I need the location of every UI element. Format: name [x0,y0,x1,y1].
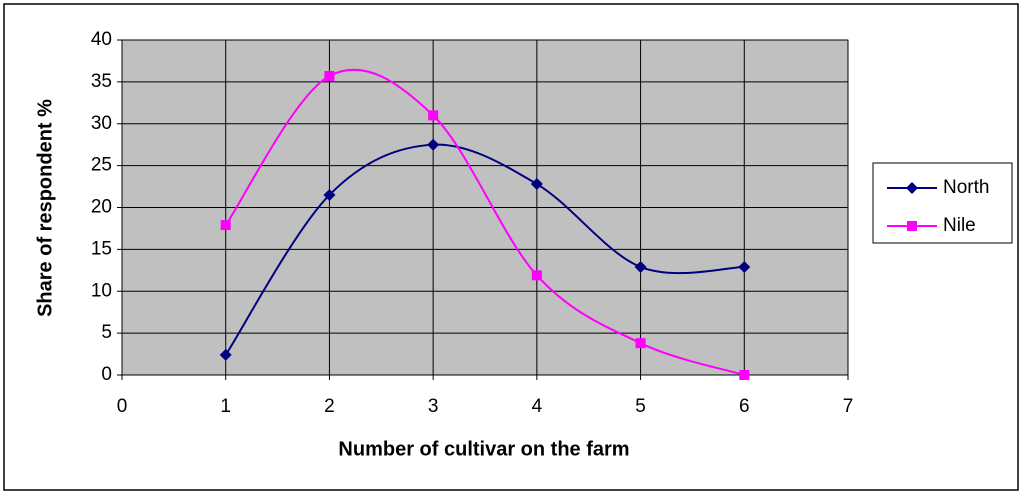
x-tick-label: 0 [117,396,128,417]
y-tick-label: 30 [91,113,112,134]
y-tick-label: 5 [101,322,112,343]
data-point [531,270,542,281]
x-tick-label: 6 [739,396,750,417]
data-point [634,260,647,273]
x-tick-label: 5 [635,396,646,417]
y-tick-label: 35 [91,71,112,92]
y-tick-label: 40 [91,29,112,50]
legend-label: North [943,177,989,198]
y-tick-label: 15 [91,238,112,259]
x-tick-label: 2 [324,396,335,417]
legend-label: Nile [943,215,976,236]
data-point [220,220,231,231]
x-axis-title: Number of cultivar on the farm [338,438,629,460]
y-tick-label: 25 [91,155,112,176]
x-tick-label: 1 [220,396,231,417]
data-point [323,188,336,201]
data-point [324,71,335,82]
data-point [428,110,439,121]
y-tick-label: 0 [101,364,112,385]
x-tick-label: 7 [843,396,854,417]
x-tick-label: 3 [428,396,439,417]
data-point [635,338,646,349]
legend-box [872,162,1013,244]
data-point [427,138,440,151]
data-point [219,348,232,361]
series-line [224,143,745,356]
y-tick-label: 10 [91,280,112,301]
legend-marker [907,221,917,231]
data-point [739,370,750,380]
legend-marker [906,182,918,194]
data-point [530,178,543,191]
data-point [738,260,751,273]
y-axis-title: Share of respondent % [34,99,56,317]
x-tick-label: 4 [532,396,543,417]
y-tick-label: 20 [91,197,112,218]
